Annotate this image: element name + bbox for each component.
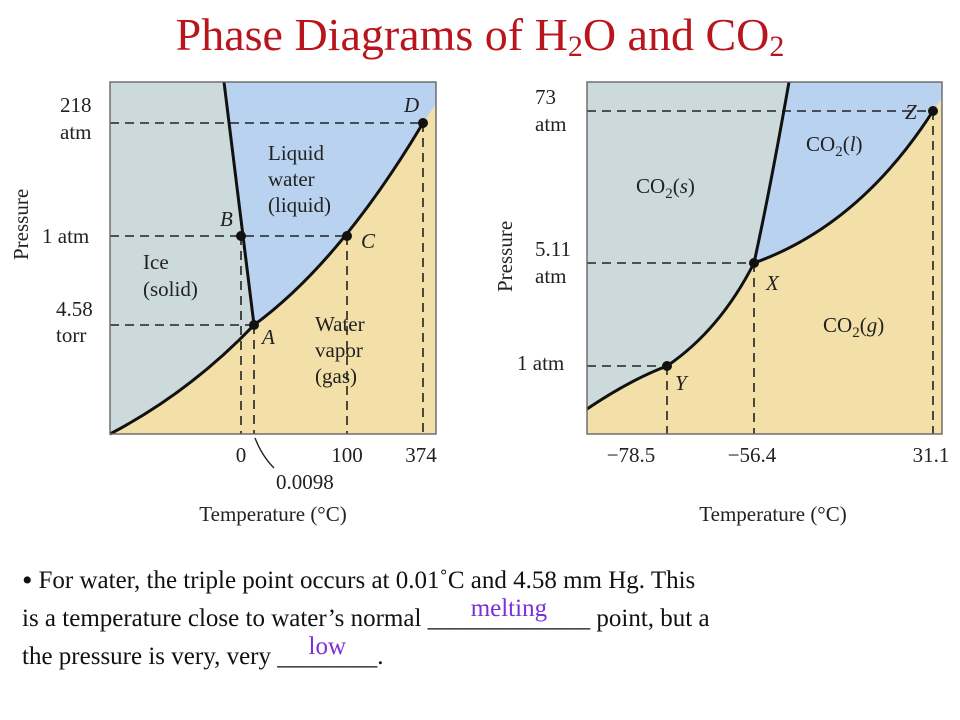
svg-text:−56.4: −56.4	[728, 443, 777, 467]
svg-text:374: 374	[405, 443, 437, 467]
co2-point-z-label: Z	[905, 100, 917, 124]
water-liquid-region	[224, 82, 436, 325]
co2-point-y	[662, 361, 672, 371]
answer-melting: melting	[470, 595, 548, 622]
bullet-line-1: • For water, the triple point occurs at 0…	[22, 564, 696, 597]
svg-text:31.1: 31.1	[913, 443, 950, 467]
bullet-line-2: is a temperature close to water’s normal…	[22, 595, 942, 638]
water-point-d	[418, 118, 428, 128]
svg-text:Water: Water	[315, 312, 365, 336]
water-point-a	[249, 320, 259, 330]
co2-liquid-region	[754, 82, 942, 263]
svg-text:0.0098: 0.0098	[276, 470, 334, 494]
co2-liquid-label: CO2(l)	[806, 132, 863, 160]
svg-text:vapor: vapor	[315, 338, 363, 362]
water-y-axis-title: Pressure	[9, 189, 33, 260]
svg-text:torr: torr	[56, 323, 86, 347]
svg-text:atm: atm	[60, 120, 92, 144]
water-point-d-label: D	[403, 93, 419, 117]
co2-x-axis-title: Temperature (°C)	[699, 502, 846, 526]
svg-text:(solid): (solid)	[143, 277, 198, 301]
co2-vaporization-curve	[753, 110, 935, 265]
svg-text:−78.5: −78.5	[607, 443, 656, 467]
slide-title: Phase Diagrams of H2O and CO2	[175, 9, 785, 63]
bullet-paragraph: • For water, the triple point occurs at 0…	[22, 562, 942, 676]
water-liquid-label: Liquid water (liquid)	[268, 141, 331, 217]
water-point-c	[342, 231, 352, 241]
co2-pressure-labels: 73 atm 5.11 atm 1 atm	[517, 85, 571, 375]
water-fusion-curve	[222, 81, 256, 326]
water-solid-label: Ice (solid)	[143, 250, 198, 301]
water-vaporization-curve	[253, 122, 425, 327]
svg-text:218: 218	[60, 93, 92, 117]
co2-fusion-curve	[752, 81, 791, 264]
co2-gas-label: CO2(g)	[823, 313, 884, 341]
co2-gas-region	[587, 98, 942, 434]
co2-point-x	[749, 258, 759, 268]
water-gas-label: Water vapor (gas)	[315, 312, 365, 388]
co2-phase-diagram: Z X Y CO2(s) CO2(l) CO2(g) 73 atm 5.11 a…	[493, 81, 950, 526]
svg-text:Liquid: Liquid	[268, 141, 324, 165]
water-point-a-label: A	[260, 325, 275, 349]
water-sublimation-curve	[109, 323, 256, 436]
co2-point-x-label: X	[765, 271, 780, 295]
co2-point-y-label: Y	[675, 371, 689, 395]
answer-low: low	[308, 633, 347, 660]
svg-text:atm: atm	[535, 264, 567, 288]
co2-temperature-labels: −78.5 −56.4 31.1	[607, 443, 950, 467]
water-phase-diagram: D B C A Liquid water (liquid) Ice (solid…	[9, 81, 438, 526]
blank-melting: _____________ melting	[428, 595, 591, 638]
svg-text:(gas): (gas)	[315, 364, 357, 388]
bullet-dot: •	[22, 564, 33, 597]
svg-text:Ice: Ice	[143, 250, 169, 274]
water-temperature-labels: 0 0.0098 100 374	[236, 443, 438, 494]
svg-text:1 atm: 1 atm	[517, 351, 564, 375]
water-point-c-label: C	[361, 229, 376, 253]
water-x-axis-title: Temperature (°C)	[199, 502, 346, 526]
blank-low: ________ low	[277, 633, 377, 676]
co2-solid-label: CO2(s)	[636, 174, 695, 202]
co2-point-z	[928, 106, 938, 116]
svg-text:0: 0	[236, 443, 247, 467]
bullet-line-3: the pressure is very, very ________ low.	[22, 633, 942, 676]
svg-text:73: 73	[535, 85, 556, 109]
svg-text:water: water	[268, 167, 315, 191]
svg-text:4.58: 4.58	[56, 297, 93, 321]
water-gas-region	[110, 104, 436, 434]
water-point-b	[236, 231, 246, 241]
svg-text:5.11: 5.11	[535, 237, 571, 261]
svg-text:atm: atm	[535, 112, 567, 136]
svg-text:1 atm: 1 atm	[42, 224, 89, 248]
water-pressure-labels: 218 atm 1 atm 4.58 torr	[42, 93, 93, 347]
svg-text:(liquid): (liquid)	[268, 193, 331, 217]
svg-text:100: 100	[331, 443, 363, 467]
co2-y-axis-title: Pressure	[493, 221, 517, 292]
water-point-b-label: B	[220, 207, 233, 231]
